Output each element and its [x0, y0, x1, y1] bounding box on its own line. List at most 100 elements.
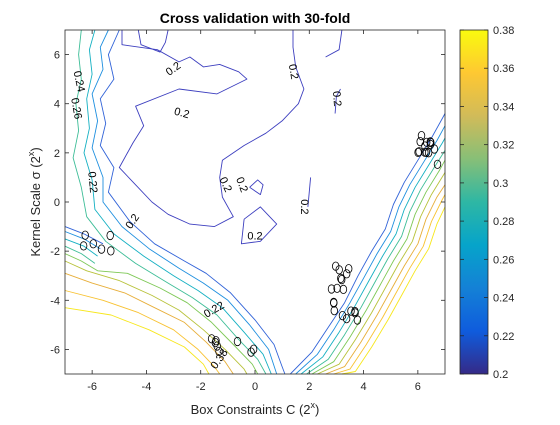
label-cluster-mark — [81, 230, 89, 240]
x-axis-label: Box Constraints C (2x) — [191, 400, 320, 417]
label-cluster-mark — [330, 298, 338, 308]
x-tick-label: 2 — [306, 381, 312, 393]
label-cluster-mark — [215, 346, 223, 356]
label-cluster-mark — [342, 314, 351, 324]
colorbar-tick-label: 0.24 — [493, 293, 514, 305]
x-tick-label: -6 — [87, 381, 97, 393]
y-axis-label-sup: x — [26, 151, 36, 156]
axis-layer: -6 -4 -2 0 2 4 6 -6 -4 -2 0 2 4 6 — [50, 30, 445, 393]
x-tick-label: -2 — [196, 381, 206, 393]
contour-line-0_32-1 — [317, 172, 446, 375]
contour-line-0_32-0 — [64, 260, 248, 375]
y-axis-label-end: ) — [28, 147, 43, 151]
label-cluster-mark — [107, 246, 115, 256]
contour-label: 0.2 — [247, 230, 262, 242]
contour-line-0_22-0 — [99, 29, 286, 375]
contour-line-0_38-1 — [341, 206, 446, 375]
contour-label: 0.2 — [173, 106, 191, 122]
label-cluster-mark — [338, 274, 346, 285]
x-axis-label-main: Box Constraints C (2 — [191, 402, 311, 417]
colorbar-tick-label: 0.2 — [493, 369, 508, 381]
label-cluster-mark — [97, 244, 106, 254]
contour-layer — [64, 29, 446, 375]
label-cluster-mark — [337, 273, 345, 283]
label-cluster-mark — [433, 159, 442, 169]
label-cluster-mark — [249, 344, 258, 354]
y-tick-label: 0 — [54, 197, 60, 209]
x-tick-label: 4 — [361, 381, 367, 393]
label-cluster-mark — [343, 269, 351, 279]
colorbar-tick-label: 0.26 — [493, 254, 514, 266]
contour-line-0_26-2 — [64, 238, 98, 257]
contour-label: 0.2 — [233, 176, 250, 194]
contour-label: 0.2 — [298, 199, 310, 214]
label-cluster-mark — [335, 265, 343, 275]
label-cluster-mark — [213, 341, 221, 351]
label-cluster-mark — [423, 137, 431, 147]
label-cluster-mark — [233, 336, 242, 347]
contour-line-0_26-0 — [83, 29, 272, 375]
contour-label: 0.2 — [217, 175, 234, 194]
colorbar-tick-label: 0.32 — [493, 140, 514, 152]
contour-line-0_22-2 — [64, 226, 104, 245]
contour-line-0_3-1 — [311, 159, 446, 375]
contour-line-0_28-2 — [64, 245, 96, 264]
colorbar-tick-label: 0.22 — [493, 331, 514, 343]
colorbar-tick-label: 0.28 — [493, 216, 514, 228]
contour-label: 0.2 — [286, 63, 300, 80]
label-cluster-mark — [426, 139, 435, 149]
colorbar — [459, 29, 489, 375]
label-cluster-mark — [345, 264, 353, 274]
contour-label: 0.2 — [330, 91, 343, 107]
contour-label: 0.24 — [71, 70, 87, 93]
label-cluster-mark — [417, 131, 426, 141]
label-cluster-mark — [327, 284, 336, 294]
contour-line-0_24-0 — [91, 29, 278, 375]
contour-line-0_2-0 — [118, 30, 305, 228]
x-axis-label-end: ) — [315, 402, 319, 417]
contour-label: 0.22 — [85, 171, 99, 193]
contour-line-0_26-1 — [300, 137, 446, 375]
label-cluster-mark — [424, 148, 433, 158]
label-cluster-mark — [247, 347, 255, 357]
label-cluster-mark — [338, 310, 347, 321]
colorbar-tick-label: 0.36 — [493, 63, 514, 75]
label-cluster-mark — [89, 239, 97, 249]
contour-line-0_34-0 — [64, 272, 234, 375]
y-tick-label: 2 — [54, 148, 60, 160]
plot-area — [65, 30, 445, 374]
label-cluster-mark — [347, 306, 355, 316]
y-tick-label: -4 — [50, 295, 60, 307]
contour-line-0_36-0 — [64, 290, 221, 375]
chart-title: Cross validation with 30-fold — [160, 10, 351, 26]
label-cluster-mark — [430, 144, 439, 154]
label-cluster-mark — [79, 241, 88, 251]
label-cluster-mark — [426, 137, 434, 147]
y-tick-label: -6 — [50, 344, 60, 356]
contour-line-0_28-0 — [72, 29, 267, 375]
label-cluster-mark — [414, 147, 422, 157]
label-cluster-mark — [330, 306, 338, 316]
x-axis-label-sup: x — [311, 400, 316, 410]
contour-line-0_2-5 — [334, 88, 341, 114]
contour-line-0_36-1 — [333, 194, 446, 375]
contour-line-0_2-4 — [307, 177, 312, 207]
contour-line-0_38-0 — [64, 307, 210, 375]
y-tick-label: 4 — [54, 99, 60, 111]
contour-line-0_2-3 — [249, 179, 264, 196]
contour-line-0_2-2 — [240, 206, 278, 245]
y-tick-label: 6 — [54, 50, 60, 62]
x-tick-label: -4 — [142, 381, 152, 393]
colorbar-tick-label: 0.38 — [493, 25, 514, 37]
contour-line-0_2-6 — [325, 29, 343, 58]
label-cluster-layer — [79, 131, 442, 357]
y-axis-label: Kernel Scale σ (2x) — [26, 147, 43, 256]
y-axis-label-main: Kernel Scale σ (2 — [28, 156, 43, 257]
x-tick-label: 6 — [415, 381, 421, 393]
colorbar-tick-label: 0.34 — [493, 101, 514, 113]
contour-line-0_3-0 — [64, 253, 259, 375]
label-cluster-mark — [415, 147, 423, 157]
colorbar-ticks: 0.2 0.22 0.24 0.26 0.28 0.3 0.32 0.34 0.36 0.38 — [460, 25, 514, 381]
label-cluster-mark — [333, 283, 341, 293]
